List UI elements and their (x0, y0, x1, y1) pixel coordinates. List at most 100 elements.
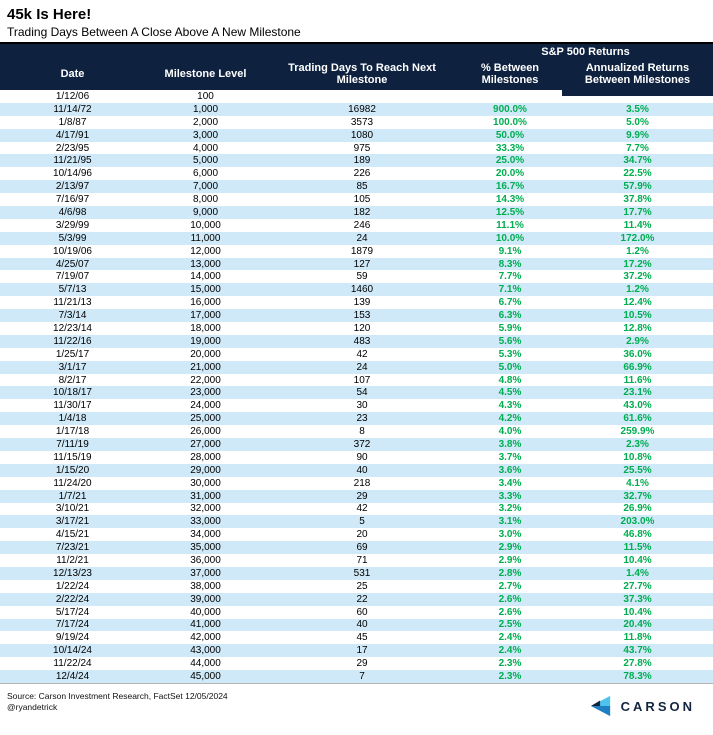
column-header-milestone-level: Milestone Level (164, 68, 247, 80)
cell-pct-between: 2.7% (498, 580, 522, 592)
cell-milestone-level: 10,000 (190, 219, 221, 231)
cell-annualized-return: 5.0% (626, 116, 649, 128)
cell-trading-days: 23 (356, 413, 368, 425)
cell-annualized-return: 25.5% (623, 464, 652, 476)
cell-annualized-return: 34.7% (623, 155, 652, 167)
table-row: 9/19/24 42,000 45 2.4% 11.8% (0, 631, 713, 644)
cell-date: 5/7/13 (58, 284, 87, 296)
cell-annualized-return: 20.4% (623, 619, 652, 631)
cell-pct-between: 2.9% (498, 542, 522, 554)
cell-date: 10/18/17 (53, 387, 92, 399)
table-row: 4/17/91 3,000 1080 50.0% 9.9% (0, 128, 713, 142)
table-row: 12/13/23 37,000 531 2.8% 1.4% (0, 566, 713, 580)
cell-date: 12/23/14 (53, 322, 92, 334)
table-row: 7/11/19 27,000 372 3.8% 2.3% (0, 438, 713, 451)
cell-annualized-return: 17.2% (623, 258, 652, 270)
cell-milestone-level: 23,000 (190, 387, 221, 399)
cell-trading-days: 20 (356, 529, 368, 541)
cell-trading-days: 30 (356, 400, 368, 412)
cell-pct-between: 11.1% (496, 219, 524, 231)
table-body: 1/12/06 100 11/14/72 1,000 16982 900.0% 3.5% 1/… (0, 90, 713, 684)
cell-date: 5/3/99 (58, 232, 87, 244)
cell-milestone-level: 3,000 (192, 129, 219, 141)
cell-milestone-level: 33,000 (190, 516, 221, 528)
cell-milestone-level: 13,000 (190, 258, 221, 270)
cell-date: 11/15/19 (53, 451, 92, 463)
cell-trading-days: 24 (356, 361, 368, 373)
cell-pct-between: 900.0% (493, 103, 527, 115)
cell-date: 3/1/17 (58, 361, 87, 373)
table-row: 7/3/14 17,000 153 6.3% 10.5% (0, 309, 713, 323)
cell-pct-between: 3.0% (498, 529, 522, 541)
cell-trading-days: 54 (356, 387, 368, 399)
table-row: 7/16/97 8,000 105 14.3% 37.8% (0, 193, 713, 206)
cell-date: 1/25/17 (55, 348, 90, 360)
cell-milestone-level: 100 (197, 90, 214, 102)
cell-trading-days: 7 (359, 671, 365, 683)
cell-date: 3/29/99 (55, 219, 90, 231)
cell-trading-days: 120 (353, 322, 371, 334)
cell-trading-days: 531 (353, 567, 371, 579)
cell-pct-between: 3.8% (498, 438, 522, 450)
cell-pct-between: 5.9% (498, 322, 522, 334)
table-row: 7/23/21 35,000 69 2.9% 11.5% (0, 541, 713, 555)
cell-milestone-level: 43,000 (190, 645, 221, 657)
cell-trading-days: 1080 (350, 129, 374, 141)
table-row: 1/12/06 100 (0, 90, 713, 103)
cell-annualized-return: 27.7% (623, 580, 652, 592)
cell-trading-days: 29 (356, 658, 368, 670)
table-row: 5/17/24 40,000 60 2.6% 10.4% (0, 606, 713, 619)
cell-pct-between: 8.3% (498, 258, 522, 270)
cell-pct-between: 12.5% (495, 206, 525, 218)
cell-trading-days: 372 (353, 438, 371, 450)
table-row: 11/24/20 30,000 218 3.4% 4.1% (0, 477, 713, 490)
cell-pct-between: 25.0% (495, 155, 525, 167)
group-header-label: S&P 500 Returns (541, 46, 630, 58)
cell-trading-days: 105 (353, 194, 371, 206)
cell-trading-days: 3573 (350, 116, 374, 128)
cell-trading-days: 127 (353, 258, 371, 270)
carson-chevron-icon (590, 695, 612, 717)
cell-pct-between: 20.0% (495, 168, 525, 180)
cell-annualized-return: 203.0% (620, 516, 655, 528)
cell-pct-between: 33.3% (495, 142, 525, 154)
cell-pct-between: 6.7% (498, 297, 522, 309)
cell-trading-days: 24 (356, 232, 368, 244)
cell-annualized-return: 3.5% (626, 103, 649, 115)
cell-trading-days: 975 (353, 142, 371, 154)
cell-milestone-level: 17,000 (190, 310, 221, 322)
cell-pct-between: 6.3% (498, 310, 522, 322)
table-row: 1/4/18 25,000 23 4.2% 61.6% (0, 412, 713, 426)
cell-trading-days: 59 (356, 271, 368, 283)
cell-trading-days: 226 (353, 168, 371, 180)
cell-date: 11/21/13 (53, 297, 92, 309)
cell-annualized-return: 23.1% (623, 387, 652, 399)
cell-milestone-level: 8,000 (192, 194, 219, 206)
cell-trading-days: 71 (356, 555, 368, 566)
cell-date: 3/10/21 (55, 503, 90, 515)
table-row: 1/8/87 2,000 3573 100.0% 5.0% (0, 116, 713, 129)
table-row: 12/4/24 45,000 7 2.3% 78.3% (0, 670, 713, 683)
cell-date: 4/17/91 (55, 129, 90, 141)
cell-milestone-level: 26,000 (190, 426, 221, 438)
cell-annualized-return: 172.0% (620, 232, 655, 244)
carson-logo-text: CARSON (620, 698, 695, 714)
table-row: 11/2/21 36,000 71 2.9% 10.4% (0, 554, 713, 567)
cell-trading-days: 107 (353, 374, 371, 386)
cell-annualized-return: 26.9% (623, 503, 652, 515)
cell-pct-between: 2.8% (498, 567, 522, 579)
cell-date: 4/15/21 (55, 529, 90, 541)
cell-trading-days: 1879 (350, 245, 374, 257)
cell-trading-days: 246 (353, 219, 371, 231)
table-row: 7/19/07 14,000 59 7.7% 37.2% (0, 270, 713, 283)
table-row: 1/17/18 26,000 8 4.0% 259.9% (0, 425, 713, 438)
cell-milestone-level: 7,000 (192, 181, 219, 193)
cell-date: 7/19/07 (55, 271, 90, 283)
cell-milestone-level: 31,000 (190, 490, 221, 502)
cell-annualized-return: 10.5% (623, 310, 652, 322)
cell-milestone-level: 34,000 (190, 529, 221, 541)
cell-pct-between: 4.5% (498, 387, 522, 399)
cell-date: 12/4/24 (55, 671, 90, 683)
cell-date: 2/23/95 (55, 142, 90, 154)
table-row: 10/14/24 43,000 17 2.4% 43.7% (0, 644, 713, 658)
